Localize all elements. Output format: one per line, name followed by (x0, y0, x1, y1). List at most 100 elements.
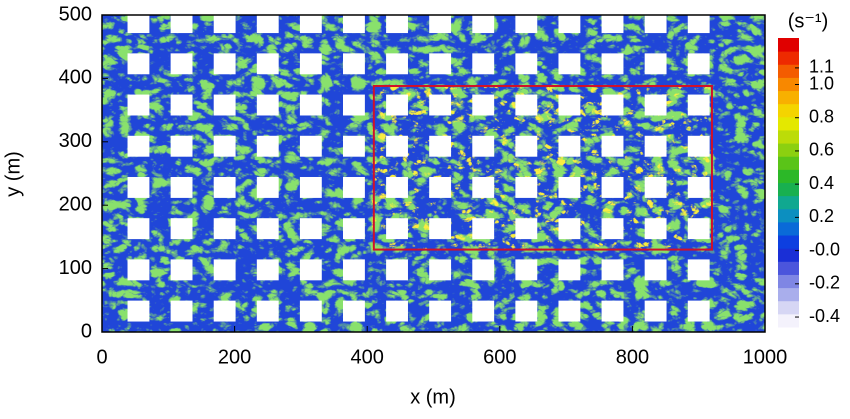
building (170, 94, 193, 116)
building (644, 135, 667, 157)
building (429, 53, 452, 75)
building (343, 218, 365, 240)
colorbar-band (778, 300, 799, 315)
building (213, 94, 236, 116)
building (299, 259, 322, 281)
x-axis-label: x (m) (410, 386, 456, 408)
building (472, 94, 495, 116)
building (386, 135, 408, 157)
x-tick-label: 200 (218, 346, 251, 368)
building (256, 94, 279, 116)
building (687, 94, 710, 116)
building (343, 15, 365, 34)
x-tick-label: 1000 (743, 346, 788, 368)
colorbar-band (778, 221, 799, 236)
building (515, 300, 538, 322)
highlight-region (372, 85, 713, 251)
building (213, 135, 236, 157)
building (515, 259, 538, 281)
building (644, 259, 667, 281)
building (429, 300, 452, 322)
building (601, 15, 624, 34)
x-tick-label: 800 (616, 346, 649, 368)
colorbar-band (778, 90, 799, 105)
building (170, 176, 193, 198)
building (256, 15, 279, 34)
colorbar-band (778, 208, 799, 223)
building (343, 176, 365, 198)
building (472, 300, 495, 322)
building (558, 94, 581, 116)
colorbar-band (778, 116, 799, 131)
building (170, 53, 193, 75)
field (102, 15, 765, 332)
building (644, 15, 667, 34)
building (256, 53, 279, 75)
building (644, 176, 667, 198)
building (515, 94, 538, 116)
building (515, 135, 538, 157)
building (299, 218, 322, 240)
colorbar-band (778, 169, 799, 183)
building (127, 176, 150, 198)
building (127, 135, 150, 157)
building (429, 259, 452, 281)
colorbar-band (778, 64, 799, 78)
colorbar-band (778, 195, 799, 210)
building (386, 218, 408, 240)
building (299, 176, 322, 198)
building (429, 135, 452, 157)
colorbar-tick-label: 0.4 (809, 173, 834, 193)
building (515, 53, 538, 75)
building (127, 53, 150, 75)
building (558, 218, 581, 240)
building (256, 259, 279, 281)
colorbar-band (778, 156, 799, 170)
building (429, 176, 452, 198)
colorbar-tick-label: -0.2 (809, 273, 840, 293)
building (386, 259, 408, 281)
building (687, 176, 710, 198)
building (213, 15, 236, 34)
y-axis-label: y (m) (2, 151, 24, 197)
y-tick-label: 400 (59, 67, 92, 89)
building (601, 135, 624, 157)
building (644, 218, 667, 240)
building (472, 259, 495, 281)
building (687, 300, 710, 322)
building (515, 218, 538, 240)
y-tick-label: 300 (59, 130, 92, 152)
building (170, 300, 193, 322)
colorbar-band (778, 274, 799, 289)
building (127, 218, 150, 240)
building (170, 218, 193, 240)
building (601, 53, 624, 75)
building (256, 176, 279, 198)
building (687, 135, 710, 157)
y-tick-label: 500 (59, 3, 92, 25)
building (170, 259, 193, 281)
building (127, 15, 150, 34)
building (170, 15, 193, 34)
building (644, 94, 667, 116)
building (601, 176, 624, 198)
colorbar-band (778, 287, 799, 302)
y-tick-label: 200 (59, 193, 92, 215)
building (343, 53, 365, 75)
building (472, 53, 495, 75)
building (343, 300, 365, 322)
y-tick-label: 0 (81, 320, 92, 342)
building (256, 218, 279, 240)
building (472, 218, 495, 240)
colorbar-band (778, 248, 799, 262)
colorbar-band (778, 38, 799, 52)
building (429, 15, 452, 34)
building (472, 15, 495, 34)
building (343, 135, 365, 157)
building (299, 15, 322, 34)
y-tick-label: 100 (59, 257, 92, 279)
building (213, 259, 236, 281)
colorbar-tick-label: 0.8 (809, 106, 834, 126)
building (558, 176, 581, 198)
